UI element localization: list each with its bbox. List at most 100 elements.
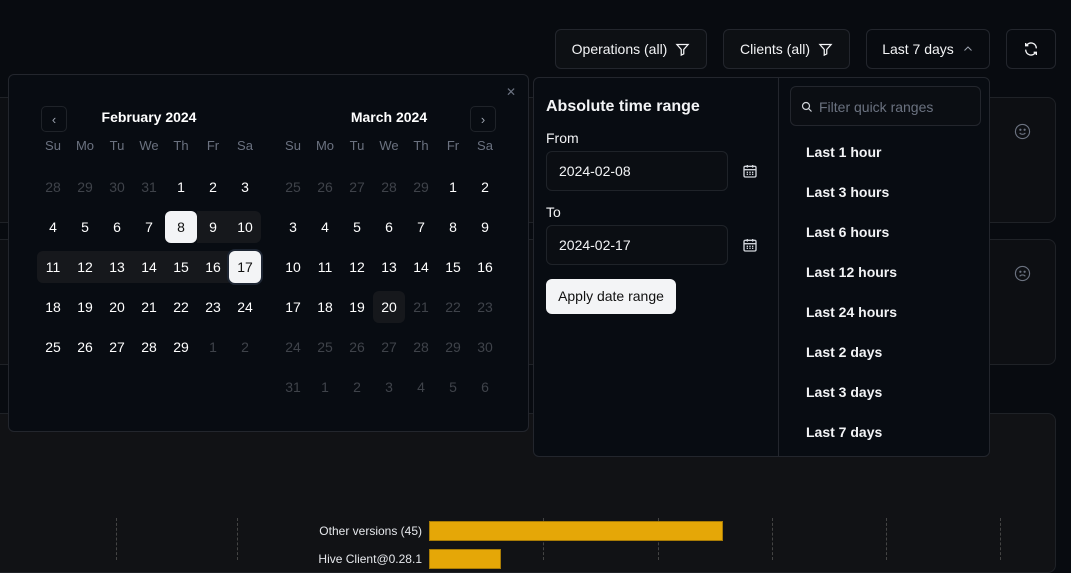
calendar-day[interactable]: 16: [477, 259, 493, 275]
date-range-button[interactable]: Last 7 days: [866, 29, 990, 69]
calendar-day[interactable]: 29: [413, 179, 429, 195]
calendar-day[interactable]: 1: [321, 379, 329, 395]
calendar-day[interactable]: 6: [481, 379, 489, 395]
calendar-day[interactable]: 1: [177, 179, 185, 195]
calendar-day[interactable]: 26: [349, 339, 365, 355]
calendar-day[interactable]: 27: [349, 179, 365, 195]
calendar-day[interactable]: 24: [285, 339, 301, 355]
calendar-day[interactable]: 3: [289, 219, 297, 235]
calendar-day[interactable]: 22: [173, 299, 189, 315]
calendar-day[interactable]: 9: [481, 219, 489, 235]
quick-range-item[interactable]: Last 7 days: [806, 424, 883, 440]
calendar-day[interactable]: 30: [109, 179, 125, 195]
calendar-day[interactable]: 9: [197, 211, 229, 243]
calendar-day[interactable]: 29: [445, 339, 461, 355]
calendar-day[interactable]: 27: [109, 339, 125, 355]
calendar-day[interactable]: 10: [285, 259, 301, 275]
calendar-day[interactable]: 3: [241, 179, 249, 195]
quick-range-item[interactable]: Last 3 hours: [806, 184, 890, 200]
calendar-day[interactable]: 7: [417, 219, 425, 235]
calendar-day[interactable]: 28: [141, 339, 157, 355]
calendar-day[interactable]: 25: [45, 339, 61, 355]
calendar-day[interactable]: 19: [349, 299, 365, 315]
calendar-day[interactable]: 1: [209, 339, 217, 355]
calendar-day[interactable]: 13: [381, 259, 397, 275]
calendar-day[interactable]: 2: [209, 179, 217, 195]
calendar-day[interactable]: 28: [381, 179, 397, 195]
calendar-day[interactable]: 25: [285, 179, 301, 195]
calendar-day[interactable]: 20: [373, 291, 405, 323]
calendar-day[interactable]: 28: [45, 179, 61, 195]
to-date-input[interactable]: 2024-02-17: [546, 225, 728, 265]
calendar-day[interactable]: 8: [449, 219, 457, 235]
calendar-day[interactable]: 15: [165, 251, 197, 283]
calendar-day[interactable]: 4: [417, 379, 425, 395]
calendar-day[interactable]: 12: [69, 251, 101, 283]
calendar-day[interactable]: 28: [413, 339, 429, 355]
calendar-day[interactable]: 23: [477, 299, 493, 315]
calendar-day[interactable]: 27: [381, 339, 397, 355]
calendar-day[interactable]: 8: [165, 211, 197, 243]
quick-range-item[interactable]: Last 2 days: [806, 344, 883, 360]
calendar-day[interactable]: 11: [37, 251, 69, 283]
calendar-day[interactable]: 11: [317, 259, 333, 275]
calendar-day[interactable]: 17: [285, 299, 301, 315]
prev-month-button[interactable]: ‹: [41, 106, 67, 132]
calendar-day[interactable]: 21: [141, 299, 157, 315]
calendar-day[interactable]: 18: [317, 299, 333, 315]
calendar-day[interactable]: 20: [109, 299, 125, 315]
quick-range-item[interactable]: Last 24 hours: [806, 304, 898, 320]
calendar-day[interactable]: 14: [133, 251, 165, 283]
calendar-day[interactable]: 14: [413, 259, 429, 275]
calendar-day[interactable]: 2: [353, 379, 361, 395]
calendar-day[interactable]: 21: [413, 299, 429, 315]
calendar-day[interactable]: 1: [449, 179, 457, 195]
calendar-day[interactable]: 13: [101, 251, 133, 283]
quick-range-item[interactable]: Last 6 hours: [806, 224, 890, 240]
calendar-day[interactable]: 17: [229, 251, 261, 283]
calendar-day[interactable]: 31: [141, 179, 157, 195]
apply-date-range-button[interactable]: Apply date range: [546, 279, 676, 314]
operations-filter-button[interactable]: Operations (all): [555, 29, 707, 69]
next-month-button[interactable]: ›: [470, 106, 496, 132]
calendar-day[interactable]: 19: [77, 299, 93, 315]
calendar-day[interactable]: 29: [77, 179, 93, 195]
calendar-day[interactable]: 6: [385, 219, 393, 235]
calendar-day[interactable]: 18: [45, 299, 61, 315]
from-date-input[interactable]: 2024-02-08: [546, 151, 728, 191]
calendar-day[interactable]: 26: [77, 339, 93, 355]
calendar-day[interactable]: 6: [113, 219, 121, 235]
calendar-day[interactable]: 23: [205, 299, 221, 315]
quick-range-item[interactable]: Last 12 hours: [806, 264, 898, 280]
calendar-day[interactable]: 22: [445, 299, 461, 315]
calendar-day[interactable]: 31: [285, 379, 301, 395]
version-bar[interactable]: [429, 549, 501, 569]
calendar-day[interactable]: 24: [237, 299, 253, 315]
calendar-day[interactable]: 2: [241, 339, 249, 355]
calendar-day[interactable]: 5: [81, 219, 89, 235]
calendar-day[interactable]: 16: [197, 251, 229, 283]
version-bar[interactable]: [429, 521, 723, 541]
calendar-day[interactable]: 25: [317, 339, 333, 355]
quick-range-filter-input[interactable]: Filter quick ranges: [790, 86, 981, 126]
calendar-day[interactable]: 2: [481, 179, 489, 195]
calendar-day[interactable]: 15: [445, 259, 461, 275]
quick-range-item[interactable]: Last 1 hour: [806, 144, 882, 160]
close-icon[interactable]: ✕: [505, 85, 516, 99]
calendar-day[interactable]: 29: [173, 339, 189, 355]
calendar-day[interactable]: 5: [353, 219, 361, 235]
calendar-day[interactable]: 4: [321, 219, 329, 235]
calendar-day[interactable]: 3: [385, 379, 393, 395]
calendar-day[interactable]: 4: [49, 219, 57, 235]
refresh-button[interactable]: [1006, 29, 1056, 69]
quick-range-item[interactable]: Last 3 days: [806, 384, 883, 400]
calendar-icon[interactable]: [742, 163, 758, 179]
calendar-day[interactable]: 12: [349, 259, 365, 275]
calendar-day[interactable]: 26: [317, 179, 333, 195]
calendar-icon[interactable]: [742, 237, 758, 253]
calendar-day[interactable]: 30: [477, 339, 493, 355]
calendar-day[interactable]: 10: [229, 211, 261, 243]
calendar-day[interactable]: 5: [449, 379, 457, 395]
clients-filter-button[interactable]: Clients (all): [723, 29, 850, 69]
calendar-day[interactable]: 7: [145, 219, 153, 235]
